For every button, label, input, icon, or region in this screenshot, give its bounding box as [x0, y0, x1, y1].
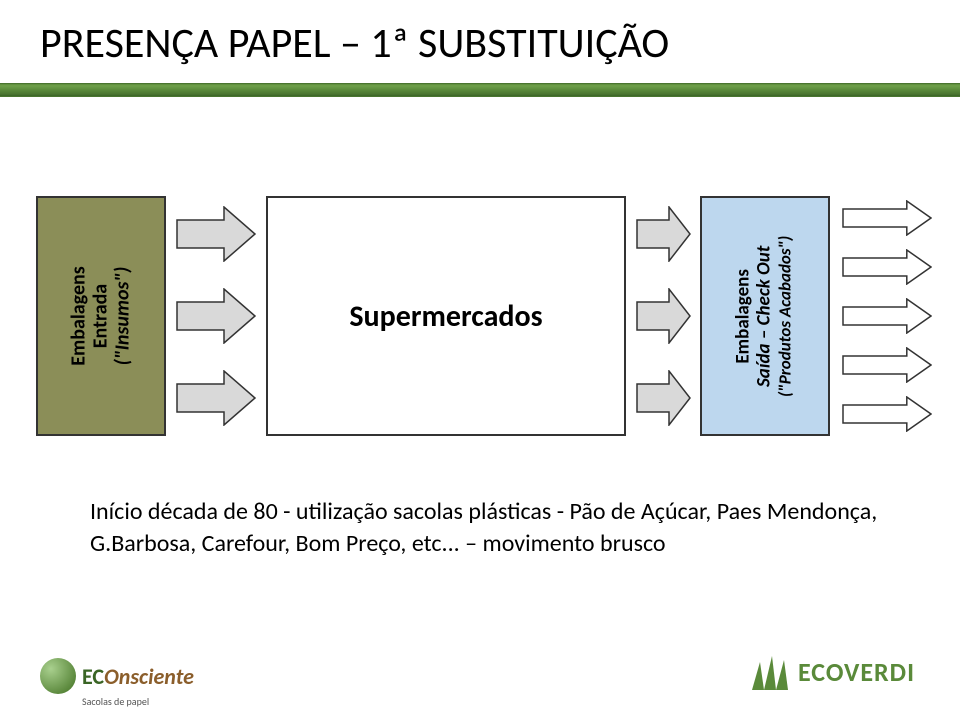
logo-ecoverdi: ECOVERDI [750, 654, 915, 690]
output-line3: ("Produtos Acabados") [774, 235, 795, 396]
arrow-icon [842, 347, 932, 383]
center-box: Supermercados [266, 196, 626, 436]
arrow-icon [842, 298, 932, 334]
output-line2: Saída – Check Out [753, 245, 776, 386]
output-box-label: Embalagens Saída – Check Out ("Produtos … [702, 198, 828, 434]
input-box-label: Embalagens Entrada ("Insumos") [38, 198, 164, 434]
arrow-icon [636, 370, 691, 426]
arrow-icon [842, 200, 932, 236]
logo-econsciente-sub: Sacolas de papel [82, 695, 149, 708]
leaf-icon [40, 658, 76, 694]
title-bar [0, 83, 960, 97]
arrows-output-out [842, 200, 932, 432]
arrows-center-to-output [636, 206, 691, 426]
arrow-icon [636, 206, 691, 262]
output-line1: Embalagens [732, 269, 755, 364]
page-title: PRESENÇA PAPEL – 1ª SUBSTITUIÇÃO [40, 18, 669, 69]
arrow-icon [636, 288, 691, 344]
arrow-icon [842, 249, 932, 285]
arrow-icon [842, 396, 932, 432]
logo-econsciente-text: ECOnsciente [82, 663, 194, 690]
ecoverdi-mark-icon [750, 654, 790, 690]
arrow-icon [176, 370, 256, 426]
input-line2: Entrada [89, 284, 113, 348]
body-text: Início década de 80 - utilização sacolas… [90, 496, 890, 561]
logo-ecoverdi-text: ECOVERDI [798, 656, 915, 688]
arrows-input-to-center [176, 206, 256, 426]
input-box: Embalagens Entrada ("Insumos") [36, 196, 166, 436]
input-line1: Embalagens [67, 266, 91, 365]
input-line3: ("Insumos") [111, 267, 135, 366]
center-box-label: Supermercados [349, 298, 542, 335]
output-box: Embalagens Saída – Check Out ("Produtos … [700, 196, 830, 436]
arrow-icon [176, 288, 256, 344]
logo-econsciente: ECOnsciente Sacolas de papel [40, 658, 194, 694]
arrow-icon [176, 206, 256, 262]
